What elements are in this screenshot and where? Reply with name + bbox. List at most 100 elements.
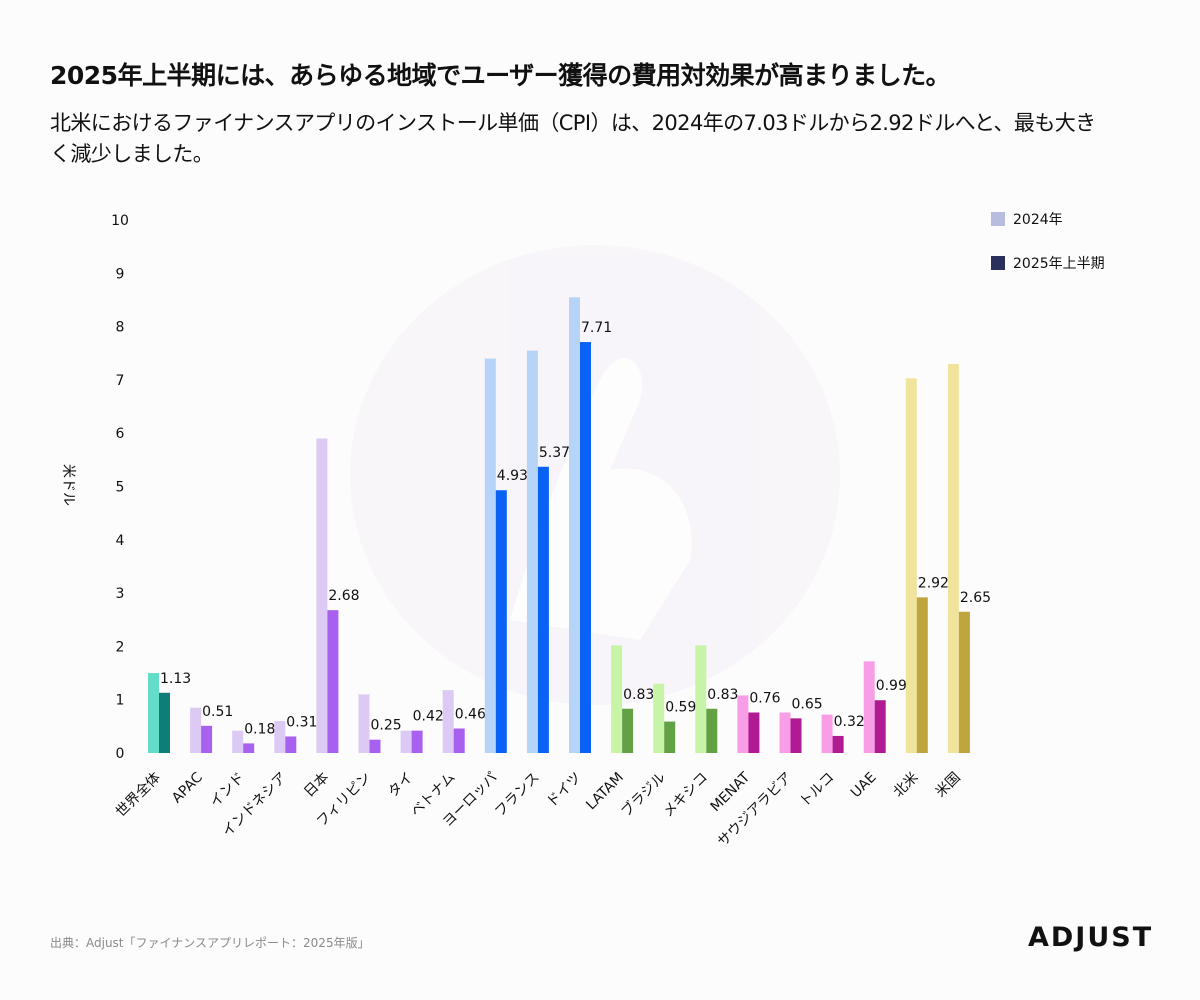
data-label: 0.99 bbox=[876, 678, 907, 694]
data-label: 0.83 bbox=[707, 687, 738, 703]
bar-chart: 0 1 2 3 4 5 6 7 8 9 10 1.13 0.51 0.18 0.31 2.68 0.25 0.4… bbox=[60, 212, 1105, 850]
y-axis: 0 1 2 3 4 5 6 7 8 9 10 bbox=[111, 213, 129, 762]
bar-2025h1 bbox=[832, 735, 844, 753]
bar-2025h1 bbox=[537, 466, 549, 753]
data-label: 0.59 bbox=[665, 700, 696, 716]
data-label: 7.71 bbox=[581, 320, 612, 336]
bar-2024 bbox=[484, 358, 496, 753]
adjust-logo: ADJUST bbox=[1028, 922, 1154, 953]
x-tick-label: 日本 bbox=[301, 770, 332, 801]
bar-2025h1 bbox=[748, 712, 760, 753]
bar-2025h1 bbox=[327, 610, 339, 753]
y-tick-label: 0 bbox=[116, 746, 125, 762]
bar-2024 bbox=[569, 297, 580, 753]
legend-swatch bbox=[991, 212, 1005, 226]
bar-2025h1 bbox=[664, 721, 676, 753]
bar-2025h1 bbox=[495, 490, 507, 753]
bar-2025h1 bbox=[580, 342, 591, 753]
bar-2024 bbox=[905, 378, 917, 753]
bar-2025h1 bbox=[874, 700, 886, 753]
y-tick-label: 3 bbox=[116, 586, 125, 602]
data-label: 2.68 bbox=[328, 588, 359, 604]
bar-2025h1 bbox=[285, 736, 297, 753]
y-tick-label: 6 bbox=[116, 426, 125, 442]
x-tick-label: ブラジル bbox=[618, 769, 669, 820]
bars: 1.13 0.51 0.18 0.31 2.68 0.25 0.42 0.46 4.93 5.37… bbox=[148, 297, 991, 753]
data-label: 2.92 bbox=[918, 575, 949, 591]
bar-2025h1 bbox=[916, 597, 928, 753]
legend: 2024年 2025年上半期 bbox=[991, 212, 1105, 272]
x-tick-label: ドイツ bbox=[544, 770, 585, 811]
data-label: 0.18 bbox=[244, 721, 275, 737]
y-axis-title: 米ドル bbox=[60, 464, 76, 506]
bar-2025h1 bbox=[706, 708, 718, 753]
y-tick-label: 2 bbox=[116, 639, 125, 655]
y-tick-label: 5 bbox=[116, 480, 125, 496]
x-tick-label: フランス bbox=[492, 770, 543, 821]
bar-2024 bbox=[274, 721, 286, 753]
y-tick-label: 1 bbox=[116, 693, 125, 709]
x-tick-label: サウジアラビア bbox=[715, 770, 796, 851]
bar-2025h1 bbox=[622, 708, 634, 753]
chart-title: 2025年上半期には、あらゆる地域でユーザー獲得の費用対効果が高まりました。 bbox=[50, 61, 951, 90]
y-tick-label: 4 bbox=[116, 533, 125, 549]
bar-2025h1 bbox=[411, 730, 423, 753]
bar-2024 bbox=[611, 645, 623, 753]
bar-2024 bbox=[148, 673, 159, 753]
data-label: 0.46 bbox=[455, 706, 486, 722]
bar-2024 bbox=[442, 690, 454, 753]
x-tick-label: タイ bbox=[385, 770, 416, 801]
legend-label: 2025年上半期 bbox=[1013, 256, 1105, 272]
data-label: 1.13 bbox=[160, 671, 191, 687]
data-label: 0.42 bbox=[413, 709, 444, 725]
data-label: 5.37 bbox=[539, 445, 570, 461]
y-tick-label: 7 bbox=[116, 373, 125, 389]
bar-2024 bbox=[358, 694, 370, 753]
data-label: 0.32 bbox=[834, 714, 865, 730]
data-label: 0.31 bbox=[286, 714, 317, 730]
x-tick-label: 米国 bbox=[933, 770, 964, 801]
bar-2024 bbox=[863, 661, 875, 753]
bar-2024 bbox=[695, 645, 707, 753]
x-tick-label: トルコ bbox=[797, 770, 838, 811]
watermark-graphic bbox=[350, 245, 840, 705]
bar-2024 bbox=[232, 730, 244, 753]
y-tick-label: 8 bbox=[116, 320, 125, 336]
data-label: 4.93 bbox=[497, 468, 528, 484]
data-label: 0.25 bbox=[371, 718, 402, 734]
bar-2024 bbox=[779, 712, 791, 753]
data-label: 0.76 bbox=[749, 690, 780, 706]
data-label: 0.65 bbox=[792, 696, 823, 712]
x-tick-label: 世界全体 bbox=[112, 769, 164, 821]
x-tick-label: APAC bbox=[169, 769, 206, 806]
bar-2025h1 bbox=[453, 728, 465, 753]
legend-swatch bbox=[991, 256, 1005, 270]
x-axis: 世界全体 APAC インドインドネシア 日本フィリピン タイベトナムヨーロッパフランスド… bbox=[112, 769, 964, 850]
source-note: 出典：Adjust「ファイナンスアプリレポート：2025年版」 bbox=[50, 936, 370, 950]
x-tick-label: インド bbox=[207, 770, 248, 811]
bar-2024 bbox=[947, 363, 959, 753]
data-label: 0.83 bbox=[623, 687, 654, 703]
bar-2024 bbox=[737, 695, 749, 753]
bar-2024 bbox=[400, 730, 412, 753]
bar-2024 bbox=[526, 350, 538, 753]
data-label: 2.65 bbox=[960, 590, 991, 606]
bar-2025h1 bbox=[159, 692, 170, 753]
bar-2025h1 bbox=[369, 739, 381, 753]
legend-label: 2024年 bbox=[1013, 212, 1063, 228]
bar-2024 bbox=[653, 683, 665, 753]
bar-2025h1 bbox=[243, 743, 255, 753]
y-tick-label: 9 bbox=[116, 266, 125, 282]
x-tick-label: UAE bbox=[848, 770, 880, 802]
bar-2025h1 bbox=[201, 725, 213, 753]
bar-2024 bbox=[190, 707, 202, 753]
bar-2024 bbox=[316, 438, 328, 753]
bar-2024 bbox=[821, 714, 833, 753]
bar-2025h1 bbox=[790, 718, 802, 753]
y-tick-label: 10 bbox=[111, 213, 129, 229]
bar-2025h1 bbox=[958, 611, 970, 753]
data-label: 0.51 bbox=[202, 704, 233, 720]
x-tick-label: メキシコ bbox=[660, 770, 711, 821]
chart-subtitle: 北米におけるファイナンスアプリのインストール単価（CPI）は、2024年の7.0… bbox=[50, 111, 1096, 166]
x-tick-label: 北米 bbox=[891, 770, 922, 801]
